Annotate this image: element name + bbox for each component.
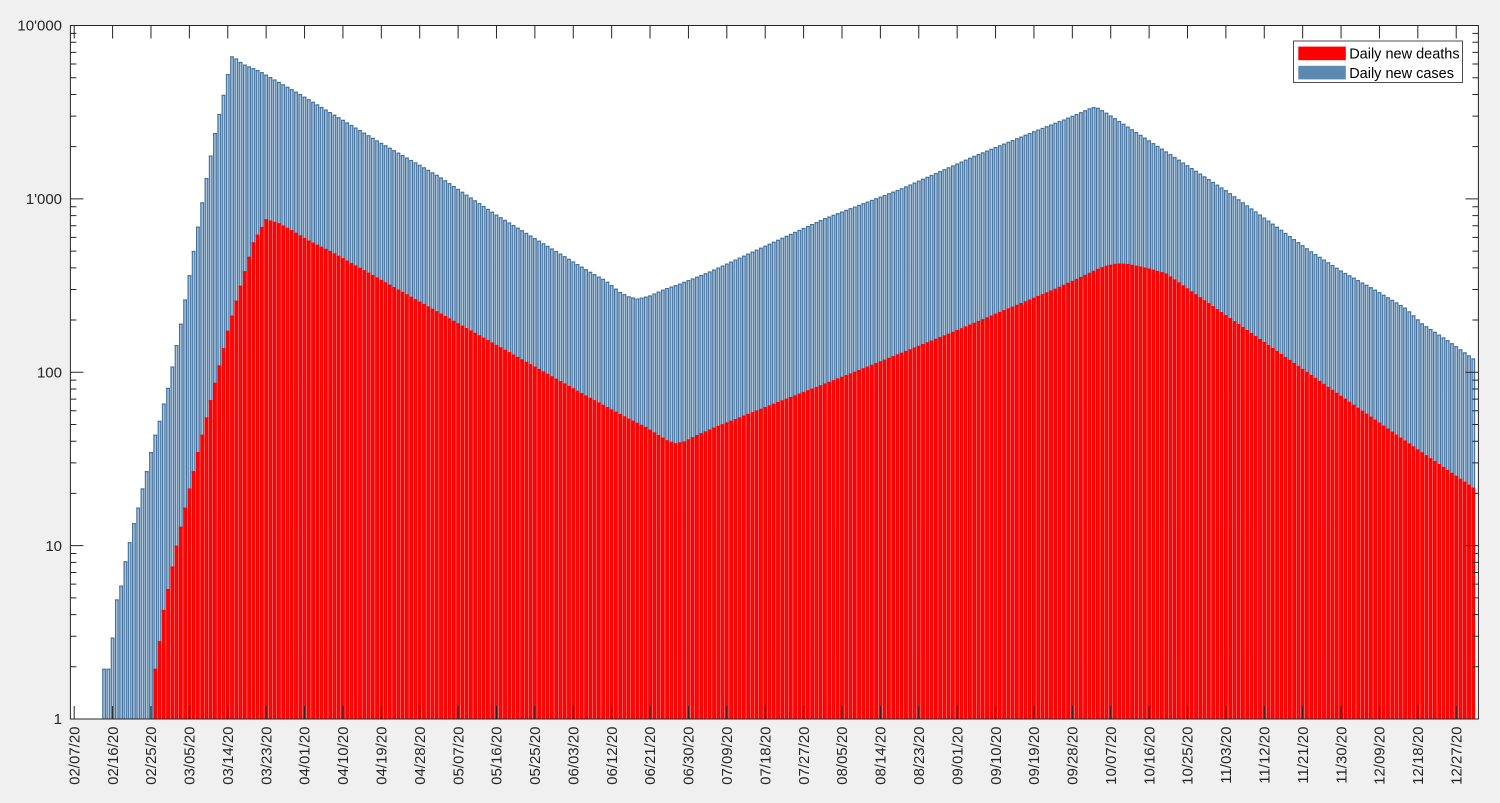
svg-text:Daily new cases: Daily new cases	[1349, 66, 1454, 82]
svg-text:04/01/20: 04/01/20	[297, 727, 314, 785]
svg-text:02/25/20: 02/25/20	[143, 727, 160, 785]
svg-text:02/07/20: 02/07/20	[66, 727, 83, 785]
svg-text:09/19/20: 09/19/20	[1026, 727, 1043, 785]
svg-text:10/16/20: 10/16/20	[1141, 727, 1158, 785]
svg-text:12/18/20: 12/18/20	[1410, 727, 1427, 785]
svg-text:08/23/20: 08/23/20	[911, 727, 928, 785]
svg-text:06/12/20: 06/12/20	[604, 727, 621, 785]
svg-text:06/03/20: 06/03/20	[565, 727, 582, 785]
svg-text:04/19/20: 04/19/20	[374, 727, 391, 785]
svg-text:12/09/20: 12/09/20	[1372, 727, 1389, 785]
svg-text:05/16/20: 05/16/20	[489, 727, 506, 785]
svg-text:10'000: 10'000	[17, 18, 62, 35]
svg-text:09/28/20: 09/28/20	[1065, 727, 1082, 785]
svg-text:11/03/20: 11/03/20	[1218, 727, 1235, 784]
svg-text:02/16/20: 02/16/20	[105, 727, 122, 785]
svg-text:07/27/20: 07/27/20	[796, 727, 813, 785]
svg-text:1'000: 1'000	[26, 191, 62, 208]
svg-text:03/05/20: 03/05/20	[182, 727, 199, 785]
svg-text:1: 1	[54, 711, 62, 728]
svg-text:03/14/20: 03/14/20	[220, 727, 237, 785]
svg-text:05/07/20: 05/07/20	[450, 727, 467, 785]
svg-text:11/12/20: 11/12/20	[1256, 727, 1273, 784]
svg-text:06/21/20: 06/21/20	[642, 727, 659, 785]
svg-text:06/30/20: 06/30/20	[681, 727, 698, 785]
svg-text:10: 10	[45, 538, 62, 555]
svg-text:07/18/20: 07/18/20	[757, 727, 774, 785]
svg-text:12/27/20: 12/27/20	[1448, 727, 1465, 785]
svg-text:04/10/20: 04/10/20	[335, 727, 352, 785]
svg-text:11/21/20: 11/21/20	[1295, 727, 1312, 784]
svg-text:08/05/20: 08/05/20	[834, 727, 851, 785]
svg-text:100: 100	[37, 364, 62, 381]
svg-text:09/10/20: 09/10/20	[988, 727, 1005, 785]
svg-text:03/23/20: 03/23/20	[258, 727, 275, 785]
svg-text:Daily new deaths: Daily new deaths	[1349, 47, 1459, 63]
svg-text:11/30/20: 11/30/20	[1333, 727, 1350, 784]
svg-text:08/14/20: 08/14/20	[873, 727, 890, 785]
svg-text:05/25/20: 05/25/20	[527, 727, 544, 785]
svg-text:10/07/20: 10/07/20	[1103, 727, 1120, 785]
svg-text:04/28/20: 04/28/20	[412, 727, 429, 785]
svg-text:10/25/20: 10/25/20	[1180, 727, 1197, 785]
svg-text:09/01/20: 09/01/20	[949, 727, 966, 785]
svg-text:07/09/20: 07/09/20	[719, 727, 736, 785]
